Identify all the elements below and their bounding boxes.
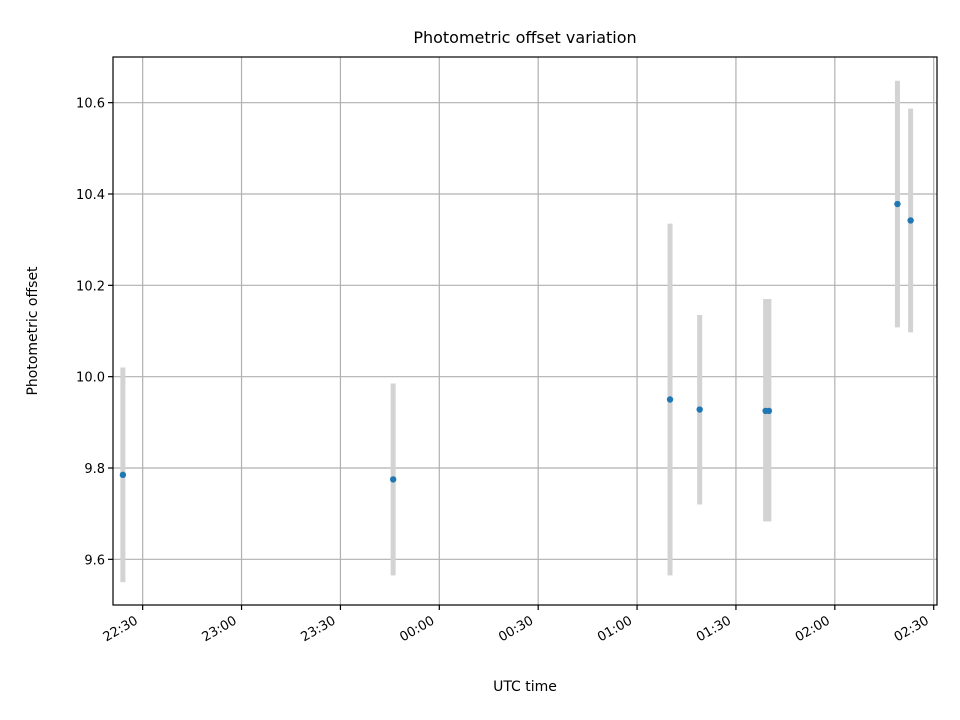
- y-tick-label: 10.2: [76, 279, 105, 294]
- data-point: [765, 407, 773, 415]
- plot-frame: [112, 56, 938, 606]
- data-point: [389, 476, 397, 483]
- x-tick-label: 22:30: [101, 613, 141, 645]
- y-axis-ticks: 9.6 9.8 10.0 10.2 10.4 10.6: [76, 97, 113, 568]
- data-point: [666, 396, 674, 403]
- x-tick-label: 23:00: [200, 613, 240, 645]
- x-axis-label: UTC time: [493, 679, 557, 695]
- x-tick-label: 01:30: [694, 613, 734, 645]
- y-tick-label: 9.6: [84, 553, 105, 568]
- chart-title: Photometric offset variation: [413, 28, 636, 47]
- data-point: [907, 217, 914, 224]
- y-tick-label: 10.4: [76, 188, 105, 203]
- y-axis-label: Photometric offset: [25, 266, 41, 396]
- x-tick-label: 23:30: [298, 613, 338, 645]
- data-point: [119, 471, 127, 479]
- x-axis-ticks: 22:30 23:00 23:30 00:00 00:30 01:00 01:30 02:00…: [101, 605, 935, 645]
- x-tick-label: 02:00: [793, 613, 833, 645]
- grid: [113, 57, 937, 605]
- data-point: [894, 200, 901, 208]
- y-tick-label: 9.8: [84, 462, 105, 477]
- x-tick-label: 00:00: [397, 613, 437, 645]
- data-points: [119, 200, 914, 483]
- y-tick-label: 10.0: [76, 371, 105, 386]
- x-tick-label: 02:30: [892, 613, 932, 645]
- y-tick-label: 10.6: [76, 97, 105, 112]
- x-tick-label: 00:30: [496, 613, 536, 645]
- x-tick-label: 01:00: [595, 613, 635, 645]
- data-point: [696, 406, 703, 413]
